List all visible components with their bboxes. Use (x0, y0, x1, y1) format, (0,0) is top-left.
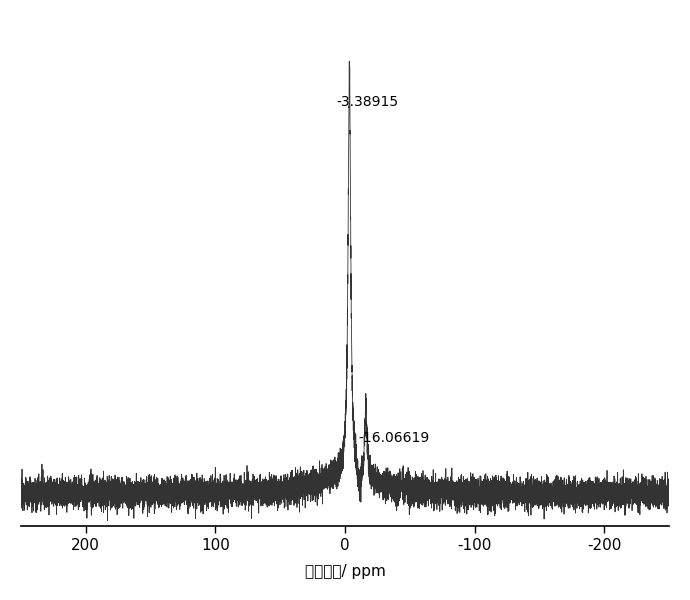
Text: -16.06619: -16.06619 (358, 431, 429, 445)
Text: -3.38915: -3.38915 (337, 95, 399, 109)
X-axis label: 化学位移/ ppm: 化学位移/ ppm (304, 564, 386, 579)
